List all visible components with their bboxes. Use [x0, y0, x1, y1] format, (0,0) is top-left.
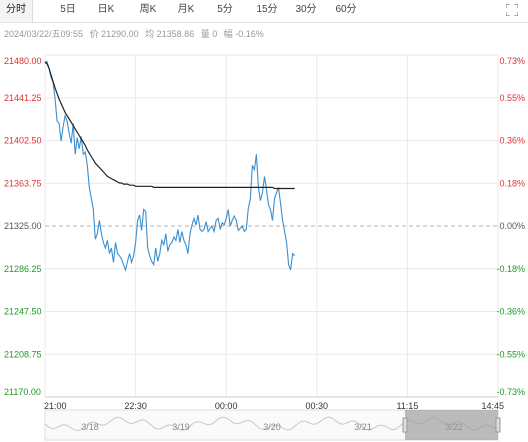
- price-axis: 21480.00 21441.25 21402.50 21363.75 21325.00…: [4, 56, 42, 397]
- percent-tick-label: 0.18%: [499, 178, 525, 188]
- quote-info-bar: 2024/03/22/五09:55 价 21290.00 均 21358.86 …: [4, 27, 268, 40]
- percent-tick-label: 0.73%: [499, 56, 525, 66]
- quote-price: 价 21290.00: [89, 29, 139, 39]
- tab-daily-k[interactable]: 日K: [97, 4, 115, 15]
- chart-grid: [44, 54, 499, 398]
- percent-tick-label: -0.18%: [496, 264, 525, 274]
- navigator-date-label: 3/21: [354, 422, 372, 432]
- tab-monthly-k[interactable]: 月K: [177, 4, 195, 15]
- navigator-handle-right[interactable]: [495, 417, 501, 433]
- navigator-handle-left[interactable]: [402, 417, 408, 433]
- time-tick-label: 22:30: [124, 401, 147, 411]
- avg-price-line: [44, 61, 295, 190]
- percent-tick-label: -0.73%: [496, 387, 525, 397]
- price-line: [44, 60, 296, 273]
- quote-avg-price: 均 21358.86: [145, 29, 195, 39]
- tab-intraday[interactable]: 分时: [0, 0, 33, 22]
- price-tick-label: 21363.75: [4, 178, 42, 188]
- time-tick-label: 00:00: [215, 401, 238, 411]
- chart-lines: [44, 60, 296, 273]
- navigator-date-label: 3/20: [263, 422, 281, 432]
- price-tick-label: 21208.75: [4, 349, 42, 359]
- time-axis: 21:00 22:30 00:00 00:30 11:15 14:45: [44, 401, 504, 411]
- time-navigator[interactable]: 3/183/193/203/213/22: [44, 409, 501, 441]
- navigator-selection[interactable]: [405, 410, 498, 440]
- percent-tick-label: -0.36%: [496, 307, 525, 317]
- period-tab-bar: 分时 5日 日K 周K 月K 5分 15分 30分 60分: [0, 0, 528, 23]
- tab-30min[interactable]: 30分: [295, 4, 317, 15]
- quote-datetime: 2024/03/22/五09:55: [4, 29, 84, 39]
- percent-tick-label: 0.55%: [499, 93, 525, 103]
- tab-5day[interactable]: 5日: [60, 4, 76, 15]
- price-tick-label: 21247.50: [4, 307, 42, 317]
- price-tick-label: 21480.00: [4, 56, 42, 66]
- price-tick-label: 21170.00: [4, 387, 41, 397]
- time-tick-label: 14:45: [481, 401, 504, 411]
- quote-volume: 量 0: [200, 29, 218, 39]
- tab-5min[interactable]: 5分: [217, 4, 233, 15]
- time-tick-label: 00:30: [306, 401, 329, 411]
- time-tick-label: 11:15: [396, 401, 418, 411]
- navigator-date-label: 3/18: [81, 422, 99, 432]
- time-tick-label: 21:00: [44, 401, 67, 411]
- price-tick-label: 21441.25: [4, 93, 42, 103]
- price-tick-label: 21325.00: [4, 221, 42, 231]
- percent-tick-label: 0.36%: [499, 136, 525, 146]
- tab-15min[interactable]: 15分: [256, 4, 278, 15]
- quote-change: 幅 -0.16%: [223, 29, 264, 39]
- navigator-date-label: 3/19: [172, 422, 190, 432]
- percent-tick-label: 0.00%: [499, 221, 525, 231]
- tab-60min[interactable]: 60分: [335, 4, 357, 15]
- tab-weekly-k[interactable]: 周K: [139, 4, 157, 15]
- percent-axis: 0.73% 0.55% 0.36% 0.18% 0.00% -0.18% -0.36% -0.…: [496, 56, 525, 397]
- price-tick-label: 21402.50: [4, 136, 42, 146]
- percent-tick-label: -0.55%: [496, 349, 525, 359]
- price-tick-label: 21286.25: [4, 264, 42, 274]
